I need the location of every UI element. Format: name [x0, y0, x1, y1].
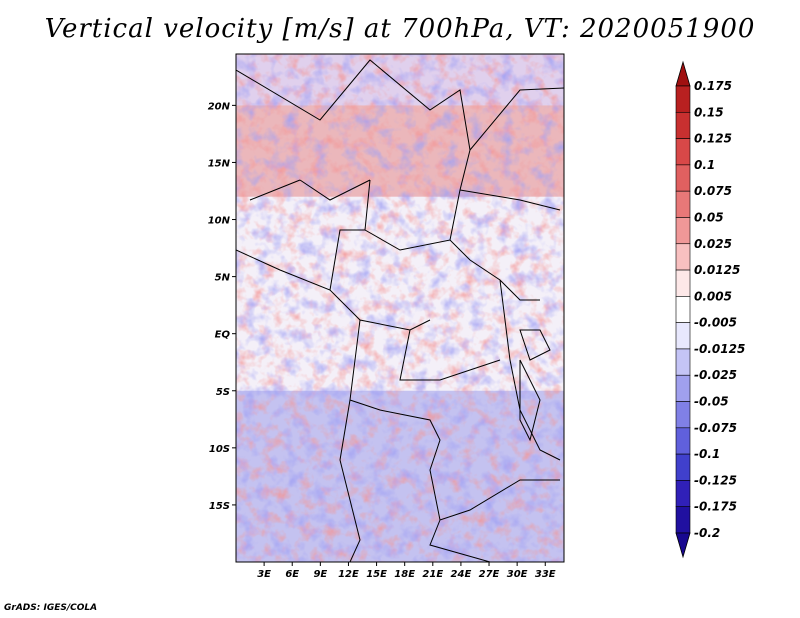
x-tick-label: 21E [422, 569, 443, 580]
colorbar-label: 0.05 [694, 210, 724, 224]
colorbar-label: -0.05 [694, 395, 729, 409]
colorbar-swatch [675, 243, 691, 271]
x-tick-label: 27E [479, 569, 500, 580]
colorbar-label: 0.005 [694, 289, 732, 303]
y-tick-label: 20N [208, 101, 231, 112]
colorbar-swatch [675, 532, 691, 559]
colorbar: 0.175 0.15 0.125 0.1 0.075 0.05 0.025 0.0125 0.0… [675, 60, 745, 559]
colorbar-swatch [675, 427, 691, 455]
colorbar-label: -0.075 [694, 421, 737, 435]
y-axis: 20N 15N 10N 5N EQ 5S 10S 15S [208, 101, 236, 512]
x-tick-label: 30E [507, 569, 528, 580]
colorbar-label: 0.0125 [694, 263, 740, 277]
x-axis: 3E 6E 9E 12E 15E 18E 21E 24E 27E 30E 33E [257, 562, 556, 580]
colorbar-label: 0.075 [694, 184, 732, 198]
y-tick-label: 15N [208, 158, 231, 169]
y-tick-label: 15S [209, 501, 230, 512]
colorbar-label: -0.2 [694, 526, 720, 540]
colorbar-swatch [675, 401, 691, 429]
colorbar-label: 0.125 [694, 132, 732, 146]
colorbar-label: -0.175 [694, 500, 737, 514]
colorbar-swatch [675, 60, 691, 87]
y-tick-label: 10N [208, 216, 231, 227]
colorbar-swatch [675, 111, 691, 139]
y-tick-label: EQ [215, 330, 231, 341]
x-tick-label: 15E [366, 569, 387, 580]
x-tick-label: 3E [257, 569, 271, 580]
colorbar-swatch [675, 269, 691, 297]
colorbar-label: 0.025 [694, 237, 732, 251]
grads-footer: GrADS: IGES/COLA [4, 603, 98, 613]
colorbar-label: -0.025 [694, 368, 737, 382]
chart-title: Vertical velocity [m/s] at 700hPa, VT: 2… [44, 14, 756, 44]
x-tick-label: 18E [394, 569, 415, 580]
colorbar-swatch [675, 453, 691, 481]
colorbar-swatch [675, 138, 691, 166]
x-tick-label: 6E [285, 569, 299, 580]
colorbar-swatch [675, 480, 691, 508]
colorbar-label: -0.0125 [694, 342, 745, 356]
vertical-velocity-field [236, 54, 564, 562]
colorbar-label: 0.175 [694, 79, 732, 93]
colorbar-label: 0.1 [694, 158, 715, 172]
y-tick-label: 5S [216, 387, 230, 398]
x-tick-label: 24E [451, 569, 472, 580]
country-borders [236, 59, 564, 562]
x-tick-label: 12E [338, 569, 359, 580]
x-tick-label: 9E [313, 569, 327, 580]
colorbar-swatch [675, 348, 691, 376]
colorbar-swatch [675, 374, 691, 402]
colorbar-swatch [675, 506, 691, 534]
plot-frame [235, 53, 565, 563]
colorbar-swatch [675, 322, 691, 350]
colorbar-label: -0.125 [694, 473, 737, 487]
y-tick-label: 5N [215, 273, 231, 284]
colorbar-swatch [675, 190, 691, 218]
colorbar-swatch [675, 296, 691, 323]
y-tick-label: 10S [209, 444, 230, 455]
colorbar-label: 0.15 [694, 105, 724, 119]
colorbar-swatch [675, 164, 691, 192]
x-tick-label: 33E [535, 569, 556, 580]
colorbar-swatch [675, 85, 691, 113]
colorbar-label: -0.1 [694, 447, 720, 461]
colorbar-label: -0.005 [694, 316, 737, 330]
colorbar-swatch [675, 217, 691, 245]
